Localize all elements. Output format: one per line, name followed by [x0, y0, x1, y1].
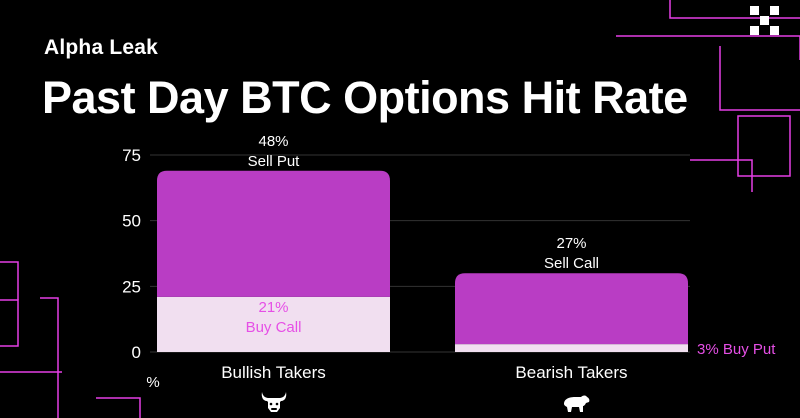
data-label: Sell Put: [248, 153, 301, 170]
data-label: 48%: [258, 133, 288, 150]
x-tick-label: Bullish Takers: [221, 363, 326, 382]
bull-icon: [261, 392, 287, 412]
data-label: 21%: [258, 299, 288, 316]
data-label: 3% Buy Put: [697, 341, 776, 358]
y-tick-label: 0: [132, 343, 141, 362]
bar-segment: [455, 273, 688, 345]
bar-segment: [157, 296, 390, 352]
bear-icon: [564, 395, 590, 412]
y-tick-label: 75: [122, 146, 141, 165]
bar-segment: [455, 344, 688, 352]
bar-segment: [157, 170, 390, 297]
data-label: 27%: [556, 235, 586, 252]
okx-logo-icon: [750, 6, 779, 35]
page-title: Past Day BTC Options Hit Rate: [42, 72, 688, 123]
data-label: Sell Call: [544, 255, 599, 272]
data-label: Buy Call: [246, 319, 302, 336]
kicker-label: Alpha Leak: [44, 36, 159, 59]
y-axis-label: %: [146, 374, 159, 391]
y-tick-label: 25: [122, 277, 141, 296]
y-tick-label: 50: [122, 212, 141, 231]
x-tick-label: Bearish Takers: [515, 363, 627, 382]
